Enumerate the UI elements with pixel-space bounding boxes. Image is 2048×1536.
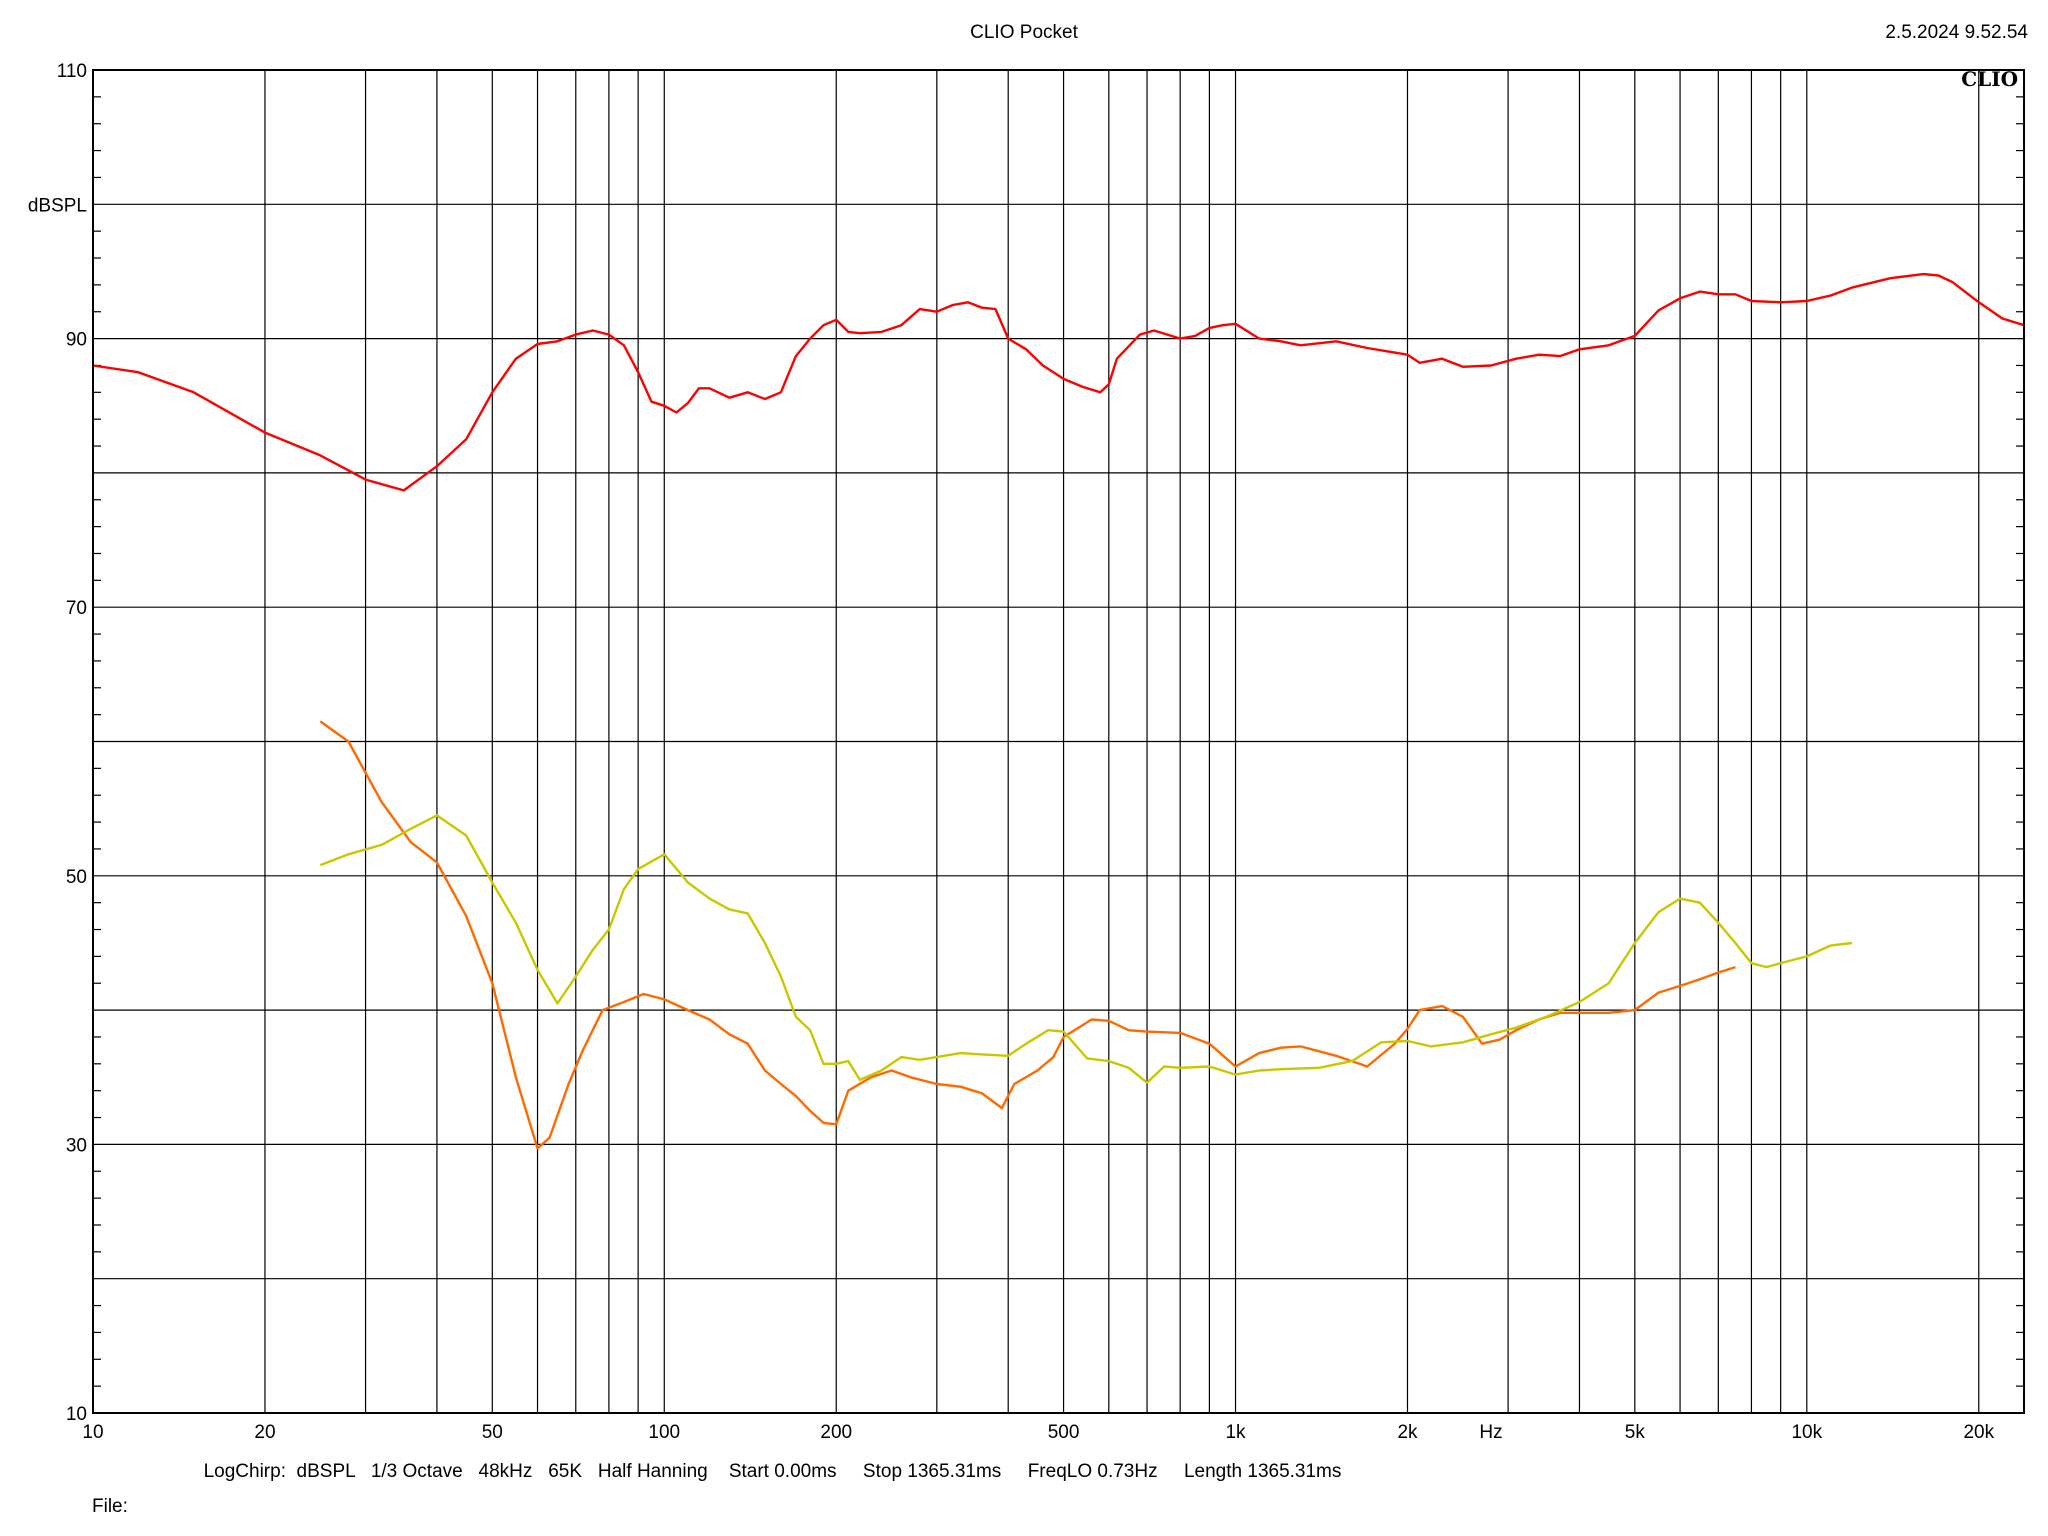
x-tick-label: 500 xyxy=(1048,1422,1080,1443)
chart-datetime: 2.5.2024 9.52.54 xyxy=(1885,22,2028,43)
series-layer xyxy=(92,272,2025,1150)
x-tick-label: 100 xyxy=(648,1422,680,1443)
chart-title: CLIO Pocket xyxy=(970,22,1078,43)
y-tick-label: 10 xyxy=(66,1404,87,1425)
measurement-settings: LogChirp: dBSPL 1/3 Octave 48kHz 65K Hal… xyxy=(203,1461,1342,1482)
plot-frame xyxy=(92,69,2025,1414)
x-tick-label: 10k xyxy=(1791,1422,1822,1443)
series-line-1 xyxy=(92,272,2025,492)
x-tick-label: Hz xyxy=(1479,1422,1502,1443)
x-tick-label: 200 xyxy=(820,1422,852,1443)
x-tick-label: 5k xyxy=(1625,1422,1646,1443)
x-tick-label: 20k xyxy=(1963,1422,1994,1443)
y-tick-label: 50 xyxy=(66,867,87,888)
x-tick-label: 10 xyxy=(82,1422,103,1443)
series-line-2 xyxy=(319,720,1736,1150)
y-tick-label: 30 xyxy=(66,1135,87,1156)
y-tick-label: dBSPL xyxy=(28,195,87,216)
clio-logo: CLIO xyxy=(1961,67,2018,91)
x-tick-label: 1k xyxy=(1225,1422,1246,1443)
y-tick-label: 110 xyxy=(57,61,87,82)
x-tick-label: 50 xyxy=(482,1422,503,1443)
file-label: File: xyxy=(92,1496,128,1517)
series-line-3 xyxy=(319,814,1853,1084)
grid xyxy=(93,70,2024,1413)
x-tick-label: 20 xyxy=(254,1422,275,1443)
y-tick-label: 90 xyxy=(66,330,87,351)
x-tick-label: 2k xyxy=(1397,1422,1418,1443)
y-tick-label: 70 xyxy=(66,598,87,619)
